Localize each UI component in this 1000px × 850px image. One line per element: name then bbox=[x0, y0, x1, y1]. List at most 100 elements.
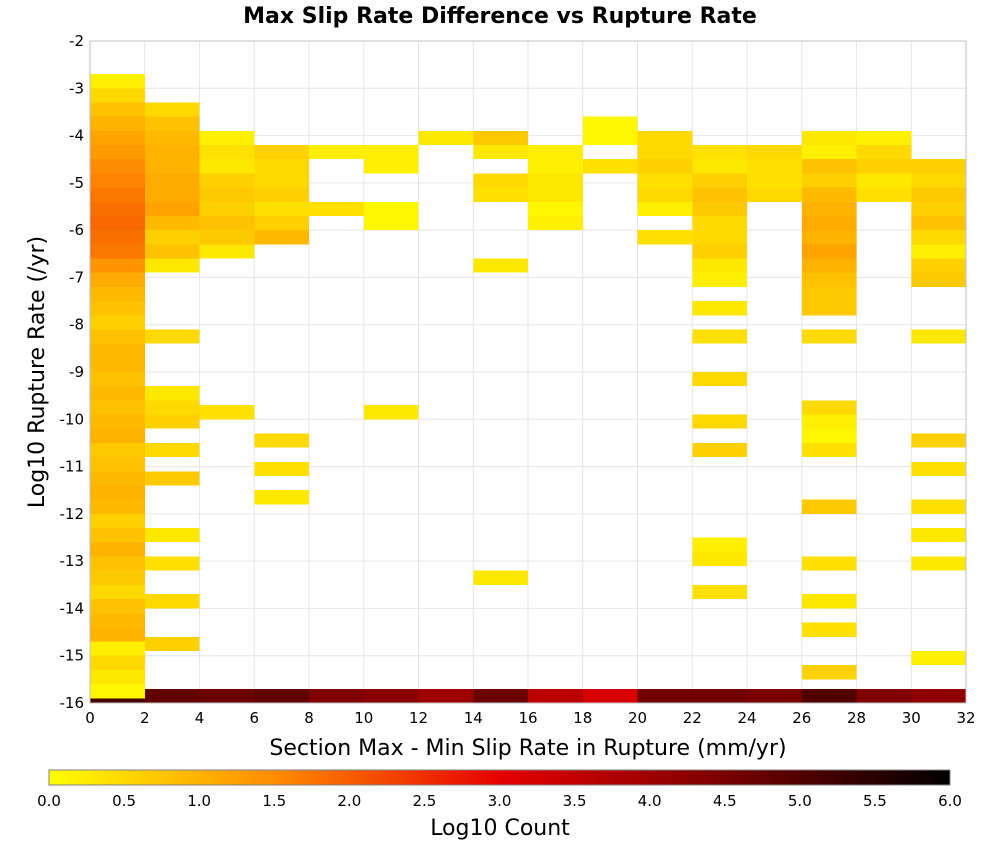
heatmap-cell bbox=[801, 556, 857, 571]
heatmap-cell bbox=[90, 357, 145, 372]
heatmap-cell bbox=[90, 528, 145, 543]
heatmap-cell bbox=[473, 145, 528, 160]
heatmap-cell bbox=[911, 461, 966, 477]
heatmap-cell bbox=[856, 159, 912, 174]
heatmap-cell bbox=[801, 400, 857, 415]
heatmap-cell bbox=[144, 145, 200, 160]
heatmap-cell bbox=[90, 187, 145, 202]
heatmap-cell bbox=[801, 622, 857, 637]
heatmap-cell bbox=[199, 187, 255, 202]
heatmap-cell bbox=[144, 556, 200, 571]
heatmap-cell bbox=[473, 688, 528, 703]
heatmap-cell bbox=[90, 457, 145, 472]
heatmap-cells bbox=[90, 74, 966, 703]
heatmap-cell bbox=[418, 130, 474, 146]
heatmap-cell bbox=[309, 201, 364, 216]
heatmap-cell bbox=[90, 556, 145, 571]
heatmap-cell bbox=[254, 230, 309, 245]
heatmap-cell bbox=[801, 130, 857, 146]
heatmap-cell bbox=[90, 201, 145, 216]
heatmap-cell bbox=[90, 513, 145, 529]
heatmap-cell bbox=[309, 145, 364, 160]
heatmap-cell bbox=[801, 301, 857, 316]
heatmap-cell bbox=[582, 688, 638, 703]
heatmap-cell bbox=[144, 102, 200, 117]
heatmap-cell bbox=[856, 145, 912, 160]
heatmap-cell bbox=[911, 201, 966, 216]
heatmap-cell bbox=[144, 187, 200, 202]
y-tick-label: -15 bbox=[60, 647, 85, 665]
y-tick-label: -4 bbox=[69, 127, 84, 145]
colorbar-tick-label: 3.5 bbox=[563, 792, 587, 810]
heatmap-cell bbox=[637, 201, 693, 216]
y-tick-label: -16 bbox=[60, 694, 85, 712]
heatmap-cell bbox=[144, 116, 200, 131]
heatmap-cell bbox=[90, 286, 145, 302]
heatmap-cell bbox=[90, 159, 145, 174]
heatmap-cell bbox=[363, 159, 419, 174]
heatmap-cell bbox=[473, 173, 528, 188]
y-tick-label: -2 bbox=[69, 32, 84, 50]
heatmap-cell bbox=[90, 230, 145, 245]
y-tick-label: -13 bbox=[60, 552, 85, 570]
heatmap-cell bbox=[90, 74, 145, 89]
heatmap-cell bbox=[199, 405, 255, 420]
heatmap-cell bbox=[90, 684, 145, 699]
heatmap-cell bbox=[144, 400, 200, 415]
heatmap-cell bbox=[911, 650, 966, 666]
heatmap-cell bbox=[144, 329, 200, 344]
heatmap-cell bbox=[90, 669, 145, 685]
heatmap-cell bbox=[911, 556, 966, 571]
heatmap-cell bbox=[801, 286, 857, 302]
x-tick-label: 26 bbox=[792, 709, 811, 727]
heatmap-cell bbox=[473, 187, 528, 202]
colorbar-tick-label: 5.0 bbox=[788, 792, 812, 810]
heatmap-cell bbox=[254, 201, 309, 216]
heatmap-cell bbox=[363, 145, 419, 160]
heatmap-cell bbox=[90, 471, 145, 486]
x-tick-label: 30 bbox=[902, 709, 921, 727]
heatmap-cell bbox=[692, 258, 747, 273]
heatmap-cell bbox=[911, 688, 966, 703]
heatmap-cell bbox=[144, 230, 200, 245]
colorbar-tick-label: 1.0 bbox=[187, 792, 211, 810]
y-tick-label: -10 bbox=[60, 410, 85, 428]
heatmap-cell bbox=[90, 343, 145, 358]
x-tick-label: 18 bbox=[573, 709, 592, 727]
heatmap-cell bbox=[747, 173, 802, 188]
heatmap-cell bbox=[801, 215, 857, 231]
x-tick-label: 22 bbox=[683, 709, 702, 727]
heatmap-cell bbox=[801, 665, 857, 680]
y-tick-label: -6 bbox=[69, 221, 84, 239]
heatmap-cell bbox=[90, 655, 145, 670]
heatmap-cell bbox=[801, 272, 857, 287]
heatmap-cell bbox=[144, 442, 200, 458]
heatmap-cell bbox=[199, 145, 255, 160]
heatmap-cell bbox=[528, 173, 583, 188]
heatmap-cell bbox=[692, 159, 747, 174]
heatmap-cell bbox=[801, 428, 857, 443]
heatmap-cell bbox=[911, 258, 966, 273]
heatmap-cell bbox=[528, 215, 583, 231]
heatmap-cell bbox=[637, 159, 693, 174]
heatmap-cell bbox=[801, 159, 857, 174]
heatmap-cell bbox=[90, 215, 145, 231]
heatmap-cell bbox=[418, 688, 474, 703]
heatmap-cell bbox=[90, 584, 145, 599]
heatmap-cell bbox=[856, 688, 912, 703]
heatmap-cell bbox=[911, 329, 966, 344]
heatmap-cell bbox=[801, 187, 857, 202]
heatmap-cell bbox=[911, 159, 966, 174]
heatmap-cell bbox=[856, 130, 912, 146]
heatmap-cell bbox=[911, 215, 966, 231]
heatmap-cell bbox=[692, 145, 747, 160]
plot-border bbox=[89, 40, 967, 704]
heatmap-cell bbox=[363, 201, 419, 216]
heatmap-cell bbox=[90, 88, 145, 103]
y-tick-label: -11 bbox=[60, 458, 85, 476]
heatmap-cell bbox=[637, 187, 693, 202]
colorbar-tick-label: 1.5 bbox=[262, 792, 286, 810]
heatmap-cell bbox=[747, 688, 802, 703]
heatmap-cell bbox=[90, 414, 145, 429]
